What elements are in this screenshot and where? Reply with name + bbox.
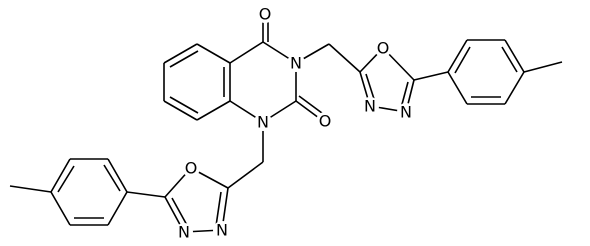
atom-label: O — [319, 112, 332, 131]
bonds — [9, 14, 563, 233]
atom-label: O — [259, 5, 272, 24]
atom-labels: O O N N O N N O N N — [175, 5, 415, 242]
atom-label: N — [178, 223, 190, 242]
atom-label: N — [400, 103, 412, 122]
atom-label: N — [216, 221, 228, 240]
atom-label: N — [257, 113, 269, 132]
atom-label: N — [364, 97, 376, 116]
atom-label: N — [290, 54, 302, 73]
atom-label: O — [185, 159, 198, 178]
atom-label: O — [377, 39, 390, 58]
